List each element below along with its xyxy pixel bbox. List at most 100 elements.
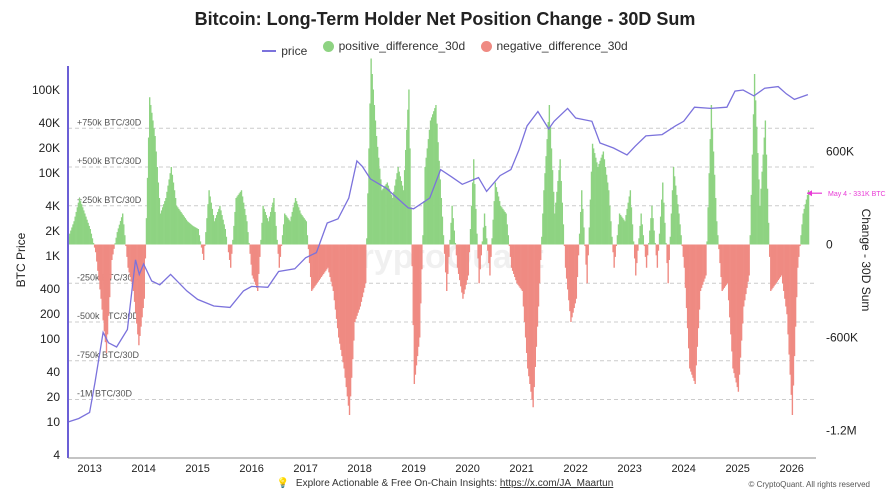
positive-bar (163, 204, 165, 245)
positive-bar (381, 190, 383, 245)
negative-bar (528, 244, 530, 377)
legend-item-negative[interactable]: negative_difference_30d (480, 39, 628, 53)
negative-bar (231, 244, 233, 254)
positive-bar (557, 180, 559, 245)
negative-bar (518, 244, 520, 287)
negative-bar (101, 244, 103, 310)
positive-bar (750, 194, 753, 245)
negative-bar (797, 244, 799, 268)
negative-bar (204, 244, 206, 247)
positive-bar (397, 167, 399, 245)
legend-item-positive[interactable]: positive_difference_30d (322, 39, 465, 53)
negative-bar (316, 244, 318, 284)
negative-bar (705, 244, 707, 276)
negative-bar (511, 244, 514, 271)
negative-bar (565, 244, 568, 279)
positive-bar (373, 105, 376, 245)
negative-bar (103, 244, 106, 332)
positive-bar (147, 137, 150, 245)
positive-bar (76, 207, 79, 245)
negative-bar (318, 244, 320, 281)
footer-link[interactable]: https://x.com/JA_Maartun (499, 478, 614, 489)
positive-bar (286, 216, 288, 245)
positive-bar (177, 207, 179, 245)
negative-bar (109, 244, 111, 298)
negative-bar (358, 244, 360, 310)
negative-bar (446, 244, 448, 291)
negative-bar (536, 244, 539, 327)
positive-bar (380, 179, 382, 245)
negative-bar (357, 244, 359, 313)
positive-bar (581, 190, 583, 245)
positive-bar (372, 89, 374, 245)
positive-bar (389, 191, 392, 245)
positive-bar (632, 241, 635, 245)
negative-bar (461, 244, 463, 293)
left-tick-label: 20 (47, 390, 61, 404)
positive-bar (291, 211, 293, 245)
positive-bar (151, 112, 153, 245)
positive-bar (196, 228, 198, 245)
negative-bar (563, 244, 566, 247)
negative-bar (460, 244, 462, 287)
right-tick-label: 0 (826, 238, 833, 252)
positive-bar (592, 148, 595, 245)
negative-bar (685, 244, 688, 309)
negative-bar (721, 244, 723, 291)
positive-bar (622, 218, 624, 245)
positive-bar (118, 224, 121, 245)
negative-bar (127, 244, 129, 268)
positive-bar (174, 198, 177, 245)
positive-bar (595, 157, 597, 245)
positive-bar (295, 201, 298, 245)
positive-bar (606, 182, 609, 245)
negative-bar (257, 244, 259, 291)
negative-bar (253, 244, 256, 282)
positive-bar (122, 213, 124, 245)
positive-bar (158, 198, 161, 245)
positive-bar (624, 221, 626, 245)
positive-bar (473, 159, 475, 245)
positive-bar (756, 126, 758, 245)
negative-bar (745, 244, 747, 295)
positive-bar (805, 199, 808, 245)
positive-bar (165, 198, 167, 245)
positive-bar (393, 191, 395, 245)
positive-bar (368, 148, 370, 245)
positive-bar (543, 190, 545, 245)
positive-bar (764, 120, 767, 245)
negative-bar (538, 244, 541, 284)
positive-bar (663, 202, 665, 245)
positive-bar (715, 198, 717, 245)
positive-bar (433, 111, 435, 245)
negative-bar (126, 244, 128, 257)
positive-bar (272, 202, 274, 245)
negative-bar (692, 244, 694, 378)
positive-bar (410, 207, 412, 245)
positive-bar (188, 223, 191, 245)
negative-bar (748, 244, 750, 276)
positive-bar (375, 136, 378, 245)
positive-bar (287, 218, 289, 245)
x-tick-label: 2015 (185, 463, 209, 475)
positive-bar (549, 126, 552, 245)
positive-bar (246, 221, 248, 245)
positive-bar (388, 188, 391, 245)
positive-bar (399, 176, 401, 245)
negative-bar (313, 244, 315, 288)
negative-bar (138, 244, 140, 346)
positive-bar (670, 213, 673, 245)
negative-bar (656, 244, 659, 268)
negative-bar (355, 244, 357, 319)
legend-item-price[interactable]: price (262, 44, 307, 58)
negative-bar (570, 244, 572, 322)
positive-bar (89, 229, 91, 245)
positive-bar (763, 137, 765, 245)
positive-bar (424, 167, 426, 245)
positive-bar (183, 216, 185, 245)
positive-bar (626, 208, 628, 245)
x-tick-label: 2024 (671, 463, 695, 475)
negative-bar (742, 244, 744, 324)
positive-bar (749, 235, 751, 245)
positive-bar (80, 204, 83, 245)
